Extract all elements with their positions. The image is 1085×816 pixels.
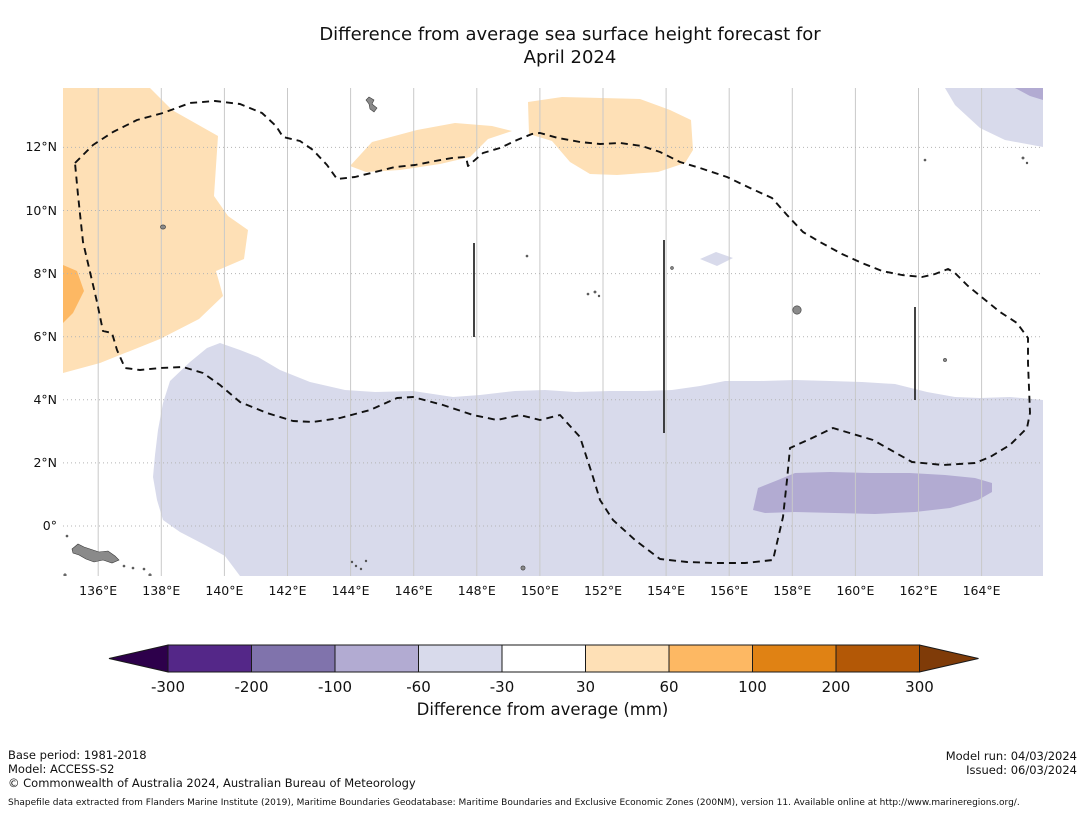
island xyxy=(1021,156,1025,160)
colorbar-tick-label: -300 xyxy=(150,678,186,696)
island xyxy=(670,266,674,270)
island xyxy=(525,254,529,258)
colorbar-tick-label: -100 xyxy=(317,678,353,696)
island xyxy=(597,294,601,298)
lon-tick-label: 152°E xyxy=(583,583,622,598)
chart-title: Difference from average sea surface heig… xyxy=(55,23,1085,69)
colorbar-segment xyxy=(835,644,920,673)
lat-tick-label: 10°N xyxy=(25,202,57,218)
island xyxy=(586,292,590,296)
island xyxy=(122,564,126,568)
colorbar-tick-label: -30 xyxy=(489,678,515,696)
lon-tick-label: 154°E xyxy=(647,583,686,598)
colorbar-tick-label: 200 xyxy=(821,678,851,696)
copyright-text: © Commonwealth of Australia 2024, Austra… xyxy=(8,775,416,790)
island xyxy=(142,567,146,571)
island xyxy=(593,290,597,294)
colorbar-segment xyxy=(418,644,503,673)
colorbar-segment xyxy=(167,644,252,673)
lat-tick-label: 0° xyxy=(42,518,57,533)
lon-tick-label: 156°E xyxy=(710,583,749,598)
island xyxy=(131,566,135,570)
lon-tick-label: 160°E xyxy=(836,583,875,598)
colorbar-segment xyxy=(752,644,837,673)
model-run-text: Model run: 04/03/2024 xyxy=(945,749,1077,763)
eez-boundary-dashed-outline xyxy=(74,100,1031,564)
anomaly-region-positive-left-edge xyxy=(63,265,84,323)
colorbar-title: Difference from average (mm) xyxy=(416,700,669,719)
lon-tick-label: 150°E xyxy=(520,583,559,598)
colorbar-arrow-low xyxy=(108,644,169,673)
lat-tick-label: 2°N xyxy=(33,454,57,470)
island xyxy=(943,358,947,362)
shapefile-attribution-text: Shapefile data extracted from Flanders M… xyxy=(8,798,1020,808)
lon-tick-label: 142°E xyxy=(268,583,307,598)
lon-tick-label: 158°E xyxy=(773,583,812,598)
footer-right: Model run: 04/03/2024 Issued: 06/03/2024 xyxy=(945,749,1077,778)
island xyxy=(160,224,166,230)
colorbar-segment xyxy=(668,644,753,673)
colorbar-segment xyxy=(585,644,670,673)
island xyxy=(63,573,67,576)
island-landmasses xyxy=(63,96,1029,576)
base-period-text: Base period: 1981-2018 xyxy=(8,748,147,762)
island xyxy=(364,559,368,563)
footer-left: Base period: 1981-2018 Model: ACCESS-S2 … xyxy=(8,748,416,790)
model-text: Model: ACCESS-S2 xyxy=(8,761,115,776)
lat-tick-label: 6°N xyxy=(33,328,57,344)
colorbar-segments xyxy=(108,644,979,673)
colorbar-tick-label: 60 xyxy=(659,678,679,696)
lon-tick-label: 140°E xyxy=(205,583,244,598)
lon-tick-label: 138°E xyxy=(142,583,181,598)
lat-tick-label: 8°N xyxy=(33,265,57,281)
anomaly-region-positive-northwest xyxy=(63,88,248,373)
anomaly-region-negative-small-diamond xyxy=(700,252,733,266)
colorbar-tick-label: -60 xyxy=(406,678,431,696)
graticule-grid-lines xyxy=(63,88,1043,576)
chart-title-line2: April 2024 xyxy=(523,47,617,68)
colorbar-tick-label: 100 xyxy=(738,678,767,696)
chart-title-line1: Difference from average sea surface heig… xyxy=(319,24,821,45)
colorbar-tick-label: -200 xyxy=(234,678,269,696)
anomaly-region-negative-strong-patch xyxy=(753,472,992,514)
lon-tick-label: 164°E xyxy=(962,583,1001,598)
anomaly-region-negative-northeast-corner-strong xyxy=(1015,88,1043,100)
anomaly-region-negative-northeast-corner xyxy=(945,88,1043,147)
colorbar-arrow-high xyxy=(919,644,979,673)
island xyxy=(354,564,358,568)
colorbar-segment xyxy=(251,644,336,673)
island-coastline xyxy=(71,543,120,564)
island xyxy=(350,560,354,564)
lon-tick-label: 148°E xyxy=(457,583,496,598)
island xyxy=(365,96,378,113)
island xyxy=(792,305,802,315)
colorbar-segment xyxy=(501,644,586,673)
colorbar-tick-label: 300 xyxy=(905,678,934,696)
anomaly-region-negative-south-band xyxy=(153,343,1043,576)
anomaly-region-positive-north-east-central xyxy=(528,97,693,175)
lat-tick-label: 4°N xyxy=(33,391,57,407)
lon-tick-label: 144°E xyxy=(331,583,370,598)
island xyxy=(923,158,927,162)
island xyxy=(520,565,526,571)
lon-tick-label: 136°E xyxy=(79,583,118,598)
colorbar-segment xyxy=(334,644,419,673)
island xyxy=(65,534,69,538)
colorbar-tick-label: 30 xyxy=(575,678,596,696)
lon-tick-label: 162°E xyxy=(899,583,938,598)
island xyxy=(148,573,152,576)
island xyxy=(359,567,363,571)
forecast-map xyxy=(63,88,1043,576)
island xyxy=(1025,161,1029,165)
issued-text: Issued: 06/03/2024 xyxy=(966,762,1077,777)
lon-tick-label: 146°E xyxy=(394,583,433,598)
lat-tick-label: 12°N xyxy=(25,139,57,155)
